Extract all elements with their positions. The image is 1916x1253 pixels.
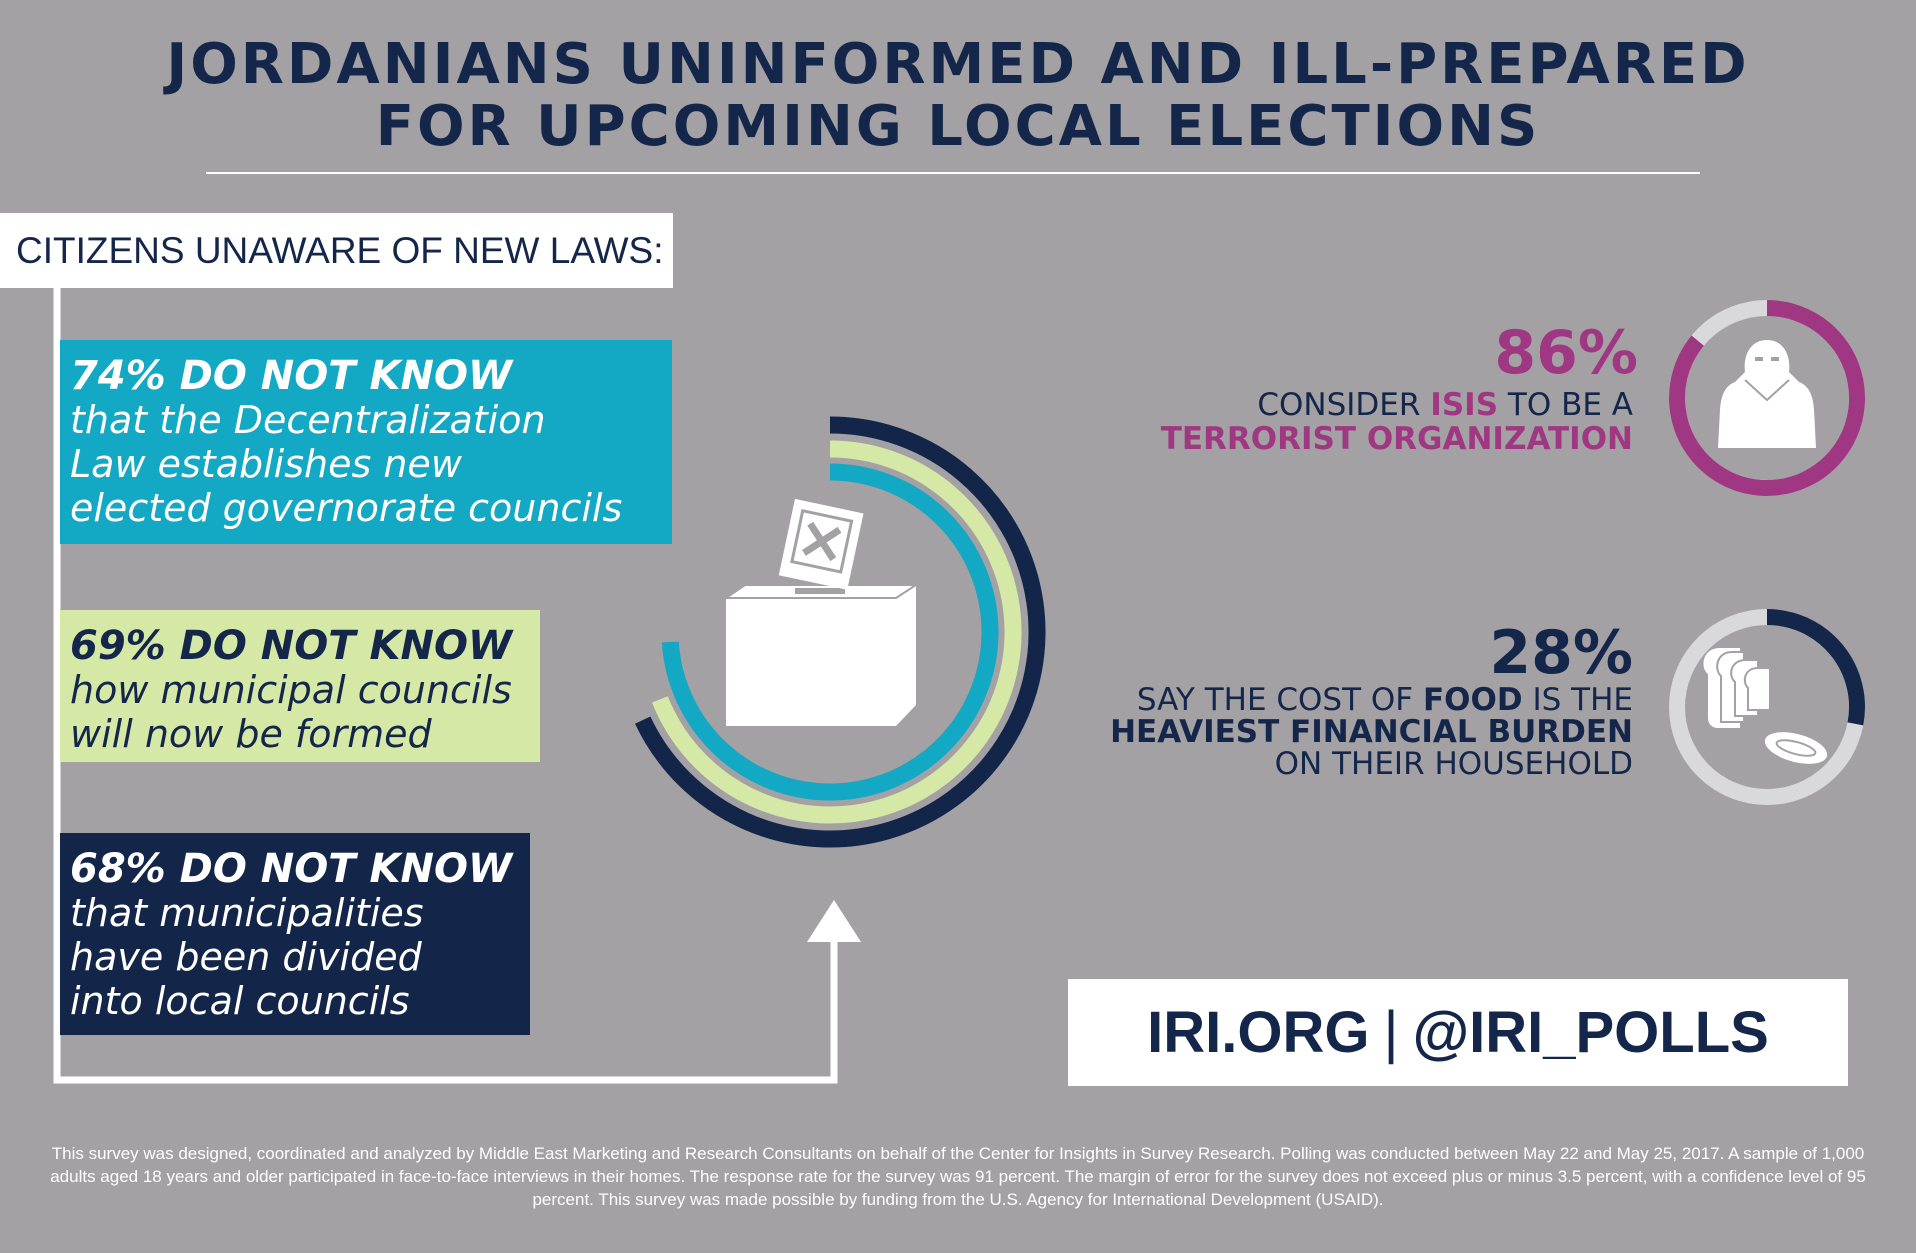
masked-figure-icon bbox=[1718, 340, 1816, 448]
connector-line bbox=[53, 288, 838, 1084]
stat-headline: 68% DO NOT KNOW bbox=[70, 846, 513, 892]
food-text-line3: ON THEIR HOUSEHOLD bbox=[1274, 746, 1633, 782]
arc-68-percent bbox=[635, 416, 1046, 848]
food-ring-value bbox=[1766, 609, 1865, 726]
stat-box-decentralization: 74% DO NOT KNOW that the Decentralizatio… bbox=[60, 340, 672, 544]
bread-icon bbox=[1703, 648, 1828, 764]
stat-box-local-councils: 68% DO NOT KNOW that municipalities have… bbox=[60, 833, 530, 1035]
food-text-line2: HEAVIEST FINANCIAL BURDEN bbox=[1110, 714, 1633, 750]
title-line-2: FOR UPCOMING LOCAL ELECTIONS bbox=[375, 94, 1541, 159]
isis-text-highlight: ISIS bbox=[1430, 387, 1499, 423]
stat-headline: 69% DO NOT KNOW bbox=[70, 623, 513, 669]
page-title: JORDANIANS UNINFORMED AND ILL-PREPARED F… bbox=[0, 34, 1916, 158]
isis-percent: 86% bbox=[1494, 318, 1638, 388]
methodology-footnote: This survey was designed, coordinated an… bbox=[50, 1144, 1866, 1209]
food-percent: 28% bbox=[1489, 618, 1633, 688]
stat-description: that the Decentralization Law establishe… bbox=[70, 398, 623, 530]
isis-text-pre: CONSIDER bbox=[1257, 387, 1431, 423]
arrow-up-icon bbox=[807, 900, 861, 942]
food-text-pre: SAY THE COST OF bbox=[1136, 682, 1423, 718]
stat-headline: 74% DO NOT KNOW bbox=[70, 353, 513, 399]
stat-description: that municipalities have been divided in… bbox=[70, 891, 424, 1023]
isis-description: CONSIDER ISIS TO BE A TERRORIST ORGANIZA… bbox=[1161, 388, 1633, 456]
title-line-1: JORDANIANS UNINFORMED AND ILL-PREPARED bbox=[166, 32, 1750, 97]
stat-description: how municipal councils will now be forme… bbox=[70, 668, 512, 756]
website-link[interactable]: IRI.ORG bbox=[1147, 1000, 1370, 1065]
website-separator: | bbox=[1383, 1000, 1399, 1065]
isis-text-line2: TERRORIST ORGANIZATION bbox=[1160, 421, 1633, 457]
twitter-handle-link[interactable]: @IRI_POLLS bbox=[1412, 1000, 1769, 1065]
food-text-post: IS THE bbox=[1522, 682, 1633, 718]
arc-69-percent bbox=[652, 440, 1022, 824]
food-text-highlight: FOOD bbox=[1423, 682, 1523, 718]
ballot-box-icon bbox=[722, 498, 920, 726]
title-divider bbox=[206, 172, 1700, 174]
isis-text-post: TO BE A bbox=[1498, 387, 1633, 423]
website-banner: IRI.ORG | @IRI_POLLS bbox=[1068, 979, 1848, 1086]
arc-74-percent bbox=[661, 463, 999, 801]
stat-box-municipal-councils: 69% DO NOT KNOW how municipal councils w… bbox=[60, 610, 540, 762]
food-description: SAY THE COST OF FOOD IS THE HEAVIEST FIN… bbox=[1110, 684, 1633, 780]
section-label: CITIZENS UNAWARE OF NEW LAWS: bbox=[0, 213, 673, 288]
isis-ring-value bbox=[1669, 300, 1866, 496]
